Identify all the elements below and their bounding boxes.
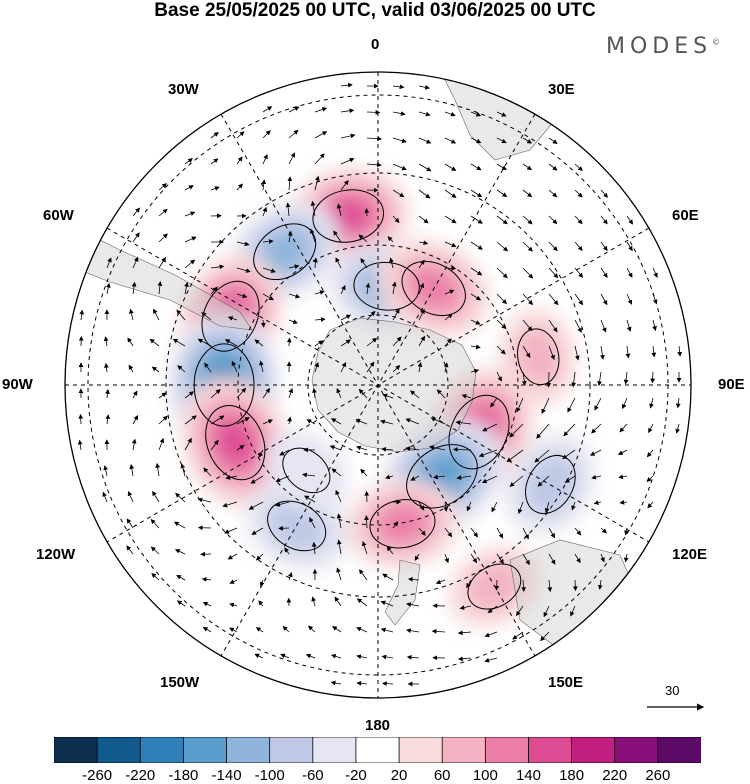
colorbar-swatch — [183, 737, 227, 763]
polar-map — [0, 0, 750, 730]
lon-label-180: 180 — [365, 718, 390, 734]
colorbar-tick-label: -20 — [345, 767, 367, 784]
colorbar-swatch — [270, 737, 314, 763]
lon-label-150w: 150W — [160, 675, 199, 691]
colorbar-tick-label: -60 — [302, 767, 324, 784]
colorbar-swatch — [528, 737, 572, 763]
colorbar-tick-label: -180 — [168, 767, 198, 784]
map-disc — [0, 0, 750, 730]
colorbar-tick-label: -140 — [212, 767, 242, 784]
wind-vector — [81, 415, 82, 424]
colorbar-tick-label: -220 — [125, 767, 155, 784]
wind-vector — [279, 528, 289, 529]
colorbar-swatch — [356, 737, 400, 763]
lon-label-150e: 150E — [548, 675, 583, 691]
colorbar-swatch — [227, 737, 271, 763]
lon-label-30e: 30E — [548, 82, 575, 98]
lon-label-90e: 90E — [718, 377, 745, 393]
wind-vector — [497, 580, 498, 590]
colorbar-tick-label: -100 — [255, 767, 285, 784]
lon-label-30w: 30W — [168, 82, 199, 98]
colorbar-swatch — [140, 737, 184, 763]
colorbar-tick-label: -260 — [82, 767, 112, 784]
colorbar-tick-label: 100 — [473, 767, 498, 784]
colorbar-swatch — [485, 737, 529, 763]
lon-label-120w: 120W — [36, 547, 75, 563]
colorbar-tick-label: 140 — [516, 767, 541, 784]
colorbar-swatch — [442, 737, 486, 763]
colorbar-tick-label: 60 — [434, 767, 451, 784]
colorbar — [54, 737, 701, 763]
wind-vector — [289, 338, 290, 346]
colorbar-swatch — [54, 737, 98, 763]
reference-vector-arrow — [645, 683, 707, 717]
lon-label-120e: 120E — [672, 547, 707, 563]
colorbar-swatch — [615, 737, 659, 763]
colorbar-swatch — [572, 737, 616, 763]
colorbar-swatch — [399, 737, 443, 763]
lon-label-0: 0 — [371, 37, 379, 53]
colorbar-tick-label: 220 — [602, 767, 627, 784]
colorbar-swatch — [658, 737, 701, 763]
colorbar-tick-label: 180 — [559, 767, 584, 784]
colorbar-tick-label: 260 — [645, 767, 670, 784]
colorbar-swatch — [97, 737, 141, 763]
lon-label-60e: 60E — [672, 208, 699, 224]
colorbar-swatch — [313, 737, 357, 763]
lon-label-60w: 60W — [43, 208, 74, 224]
lon-label-90w: 90W — [2, 377, 33, 393]
wind-vector — [575, 580, 576, 590]
colorbar-tick-label: 20 — [391, 767, 408, 784]
wind-vector — [445, 268, 455, 269]
